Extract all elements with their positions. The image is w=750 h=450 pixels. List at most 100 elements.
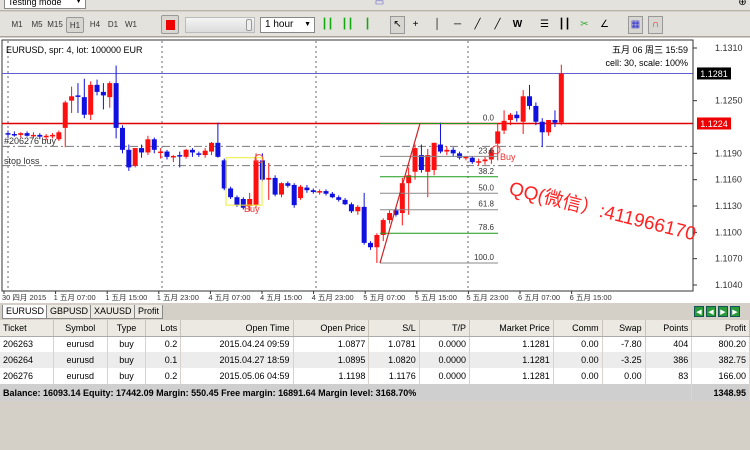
candle-body bbox=[62, 102, 68, 128]
column-header[interactable]: Symbol bbox=[53, 320, 108, 337]
time-label: 30 四月 2015 bbox=[2, 293, 46, 302]
order-label: #206276 buy bbox=[4, 136, 57, 146]
column-header[interactable]: Open Price bbox=[293, 320, 370, 337]
fibo-level-label: 61.8 bbox=[478, 200, 494, 209]
table-row[interactable]: 206263 eurusd buy 0.2 2015.04.24 09:59 1.0877… bbox=[0, 336, 750, 352]
slider-handle[interactable] bbox=[246, 19, 252, 31]
column-header[interactable]: S/L bbox=[368, 320, 420, 337]
candle-body bbox=[228, 188, 234, 198]
tab-eurusd[interactable]: EURUSD bbox=[2, 305, 49, 319]
table-row[interactable]: 206264 eurusd buy 0.1 2015.04.27 18:59 1.0895… bbox=[0, 352, 750, 368]
trendline-icon[interactable]: ╱ bbox=[474, 19, 481, 30]
last-icon[interactable]: ▶ bbox=[730, 306, 740, 317]
candle bbox=[5, 130, 11, 138]
channel-icon[interactable]: ☰ bbox=[540, 19, 549, 30]
candle-body bbox=[278, 183, 284, 195]
candle-body bbox=[399, 183, 405, 214]
column-header[interactable]: Points bbox=[645, 320, 693, 337]
magnet-icon[interactable]: ∩ bbox=[648, 16, 663, 34]
cursor-icon[interactable]: ↖ bbox=[390, 16, 405, 34]
candle-body bbox=[43, 135, 49, 138]
column-header[interactable]: Lots bbox=[145, 320, 182, 337]
templates-icon[interactable]: ▦ bbox=[628, 16, 643, 34]
trend-angle-icon[interactable]: ╱ bbox=[494, 19, 501, 30]
candle-body bbox=[253, 160, 259, 206]
table-cell: 1.1198 bbox=[293, 368, 370, 384]
column-header[interactable]: T/P bbox=[419, 320, 471, 337]
table-cell: 1.0820 bbox=[368, 352, 420, 368]
table-row[interactable]: 206276 eurusd buy 0.2 2015.05.06 04:59 1.1198… bbox=[0, 368, 750, 384]
table-cell: eurusd bbox=[53, 352, 108, 368]
candle bbox=[495, 123, 501, 161]
first-icon[interactable]: ◀ bbox=[694, 306, 704, 317]
cycle-lines-icon[interactable]: ┃┃ bbox=[558, 19, 571, 30]
table-cell: 2015.05.06 04:59 bbox=[180, 368, 294, 384]
column-header[interactable]: Open Time bbox=[180, 320, 294, 337]
table-cell: 2015.04.24 09:59 bbox=[180, 336, 294, 352]
table-cell: 0.2 bbox=[145, 336, 182, 352]
stop-button[interactable] bbox=[161, 15, 179, 34]
price-label: 1.1160 bbox=[715, 175, 742, 185]
main-toolbar: Testing mode ▭ ⊕ bbox=[0, 0, 750, 11]
timeframe-h4[interactable]: H4 bbox=[89, 20, 101, 29]
column-header[interactable]: Comm bbox=[553, 320, 603, 337]
table-cell: 1.0781 bbox=[368, 336, 420, 352]
candle-body bbox=[56, 132, 62, 140]
candle bbox=[11, 131, 17, 137]
candle-body bbox=[81, 97, 87, 115]
timeframe-m15[interactable]: M15 bbox=[47, 20, 63, 29]
candle bbox=[113, 65, 119, 139]
table-cell: 206264 bbox=[0, 352, 54, 368]
vertical-line-icon[interactable]: │ bbox=[434, 19, 441, 30]
candle-body bbox=[272, 177, 278, 195]
candle-body bbox=[412, 148, 418, 172]
open-icon[interactable]: ▭ bbox=[374, 0, 385, 8]
timeframe-w1[interactable]: W1 bbox=[125, 20, 137, 29]
tab-profit[interactable]: Profit bbox=[134, 305, 164, 319]
candle bbox=[406, 167, 412, 215]
zoom-in-icon[interactable]: ⊕ bbox=[738, 0, 747, 8]
tab-xauusd[interactable]: XAUUSD bbox=[90, 305, 136, 319]
candle-body bbox=[450, 149, 456, 154]
candle-body bbox=[539, 121, 545, 133]
crosshair-icon[interactable]: + bbox=[412, 19, 419, 30]
horizontal-line-icon[interactable]: ─ bbox=[453, 19, 462, 30]
bar-chart-icon[interactable]: ┃┃ bbox=[321, 19, 334, 30]
column-header[interactable]: Profit bbox=[691, 320, 750, 337]
candle-chart-icon[interactable]: ┃┃ bbox=[341, 19, 354, 30]
column-header[interactable]: Ticket bbox=[0, 320, 54, 337]
text-icon[interactable]: W bbox=[512, 19, 523, 30]
candle-body bbox=[336, 197, 342, 200]
mode-select[interactable]: Testing mode bbox=[4, 0, 86, 9]
price-chart[interactable]: 0.0 23.6 38.2 50.0 61.8 78.6 100.0 1.1310 1.1250… bbox=[0, 38, 750, 303]
candle-body bbox=[215, 142, 221, 157]
timeframe-m5[interactable]: M5 bbox=[31, 20, 43, 29]
speed-slider[interactable] bbox=[185, 17, 255, 33]
timeframe-h1[interactable]: H1 bbox=[66, 17, 84, 33]
candle bbox=[50, 133, 56, 139]
candle-body bbox=[266, 177, 272, 180]
column-header[interactable]: Swap bbox=[602, 320, 646, 337]
candle bbox=[291, 183, 297, 208]
candle bbox=[552, 110, 558, 128]
total-profit: 1348.95 bbox=[691, 384, 750, 401]
period-select[interactable]: 1 hour bbox=[260, 17, 315, 33]
timeframe-m1[interactable]: M1 bbox=[11, 20, 23, 29]
candle-body bbox=[507, 114, 513, 120]
next-icon[interactable]: ▶ bbox=[718, 306, 728, 317]
table-cell: 382.75 bbox=[691, 352, 750, 368]
prev-icon[interactable]: ◀ bbox=[706, 306, 716, 317]
candle bbox=[272, 175, 278, 197]
candle-body bbox=[126, 149, 132, 168]
price-label: 1.1070 bbox=[715, 254, 743, 264]
timeframe-d1[interactable]: D1 bbox=[107, 20, 119, 29]
candle bbox=[151, 137, 157, 154]
gann-icon[interactable]: ∠ bbox=[600, 19, 609, 30]
line-chart-icon[interactable]: ┃ bbox=[364, 19, 371, 30]
fibo-fan-icon[interactable]: ✂ bbox=[580, 19, 589, 30]
candle-body bbox=[514, 114, 520, 119]
column-header[interactable]: Market Price bbox=[469, 320, 554, 337]
column-header[interactable]: Type bbox=[107, 320, 147, 337]
tab-gbpusd[interactable]: GBPUSD bbox=[46, 305, 93, 319]
candle-body bbox=[495, 131, 501, 144]
